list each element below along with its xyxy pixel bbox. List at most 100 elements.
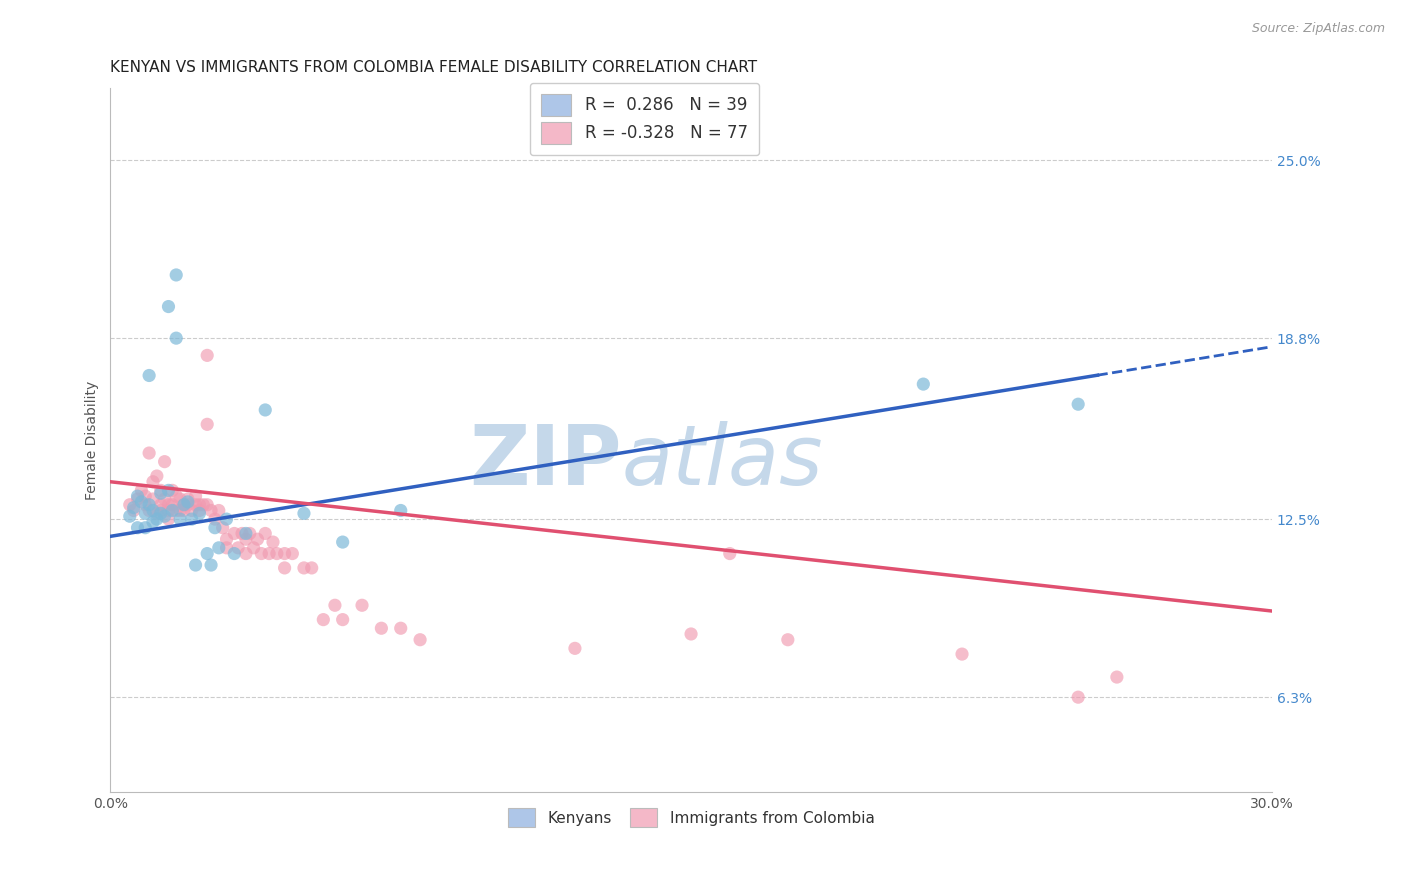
Point — [184, 489, 207, 503]
Point — [409, 632, 432, 647]
Point — [157, 300, 180, 314]
Point — [149, 503, 172, 517]
Point — [266, 547, 288, 561]
Point — [257, 547, 280, 561]
Point — [122, 500, 145, 515]
Point — [118, 498, 141, 512]
Point — [292, 507, 315, 521]
Point — [215, 532, 238, 546]
Point — [332, 613, 354, 627]
Point — [134, 521, 156, 535]
Point — [250, 547, 273, 561]
Point — [162, 498, 184, 512]
Point — [165, 268, 187, 282]
Point — [224, 526, 246, 541]
Point — [180, 503, 202, 517]
Point — [235, 532, 257, 546]
Point — [242, 541, 264, 555]
Point — [193, 498, 215, 512]
Point — [157, 503, 180, 517]
Point — [122, 503, 145, 517]
Point — [188, 498, 211, 512]
Point — [301, 561, 323, 575]
Point — [177, 491, 200, 506]
Point — [138, 368, 160, 383]
Point — [389, 503, 412, 517]
Point — [149, 486, 172, 500]
Point — [246, 532, 269, 546]
Point — [312, 613, 335, 627]
Point — [165, 331, 187, 345]
Point — [912, 377, 935, 392]
Point — [235, 526, 257, 541]
Point — [173, 498, 195, 512]
Point — [169, 503, 191, 517]
Point — [169, 491, 191, 506]
Point — [138, 498, 160, 512]
Point — [1105, 670, 1128, 684]
Point — [127, 489, 149, 503]
Point — [239, 526, 262, 541]
Point — [200, 503, 222, 517]
Point — [208, 541, 231, 555]
Point — [127, 521, 149, 535]
Text: Source: ZipAtlas.com: Source: ZipAtlas.com — [1251, 22, 1385, 36]
Point — [142, 475, 165, 489]
Point — [162, 483, 184, 498]
Point — [208, 503, 231, 517]
Point — [195, 348, 218, 362]
Point — [215, 512, 238, 526]
Point — [131, 483, 153, 498]
Point — [149, 483, 172, 498]
Point — [204, 512, 226, 526]
Y-axis label: Female Disability: Female Disability — [86, 381, 100, 500]
Point — [254, 403, 277, 417]
Text: ZIP: ZIP — [468, 421, 621, 501]
Text: atlas: atlas — [621, 421, 823, 501]
Point — [200, 558, 222, 572]
Point — [184, 498, 207, 512]
Point — [389, 621, 412, 635]
Point — [370, 621, 392, 635]
Point — [177, 498, 200, 512]
Point — [180, 512, 202, 526]
Point — [350, 599, 373, 613]
Point — [134, 498, 156, 512]
Point — [177, 495, 200, 509]
Point — [1067, 690, 1090, 705]
Point — [1067, 397, 1090, 411]
Point — [146, 507, 169, 521]
Point — [231, 526, 253, 541]
Point — [173, 503, 195, 517]
Point — [564, 641, 586, 656]
Point — [169, 512, 191, 526]
Point — [281, 547, 304, 561]
Point — [950, 647, 973, 661]
Point — [131, 495, 153, 509]
Point — [142, 491, 165, 506]
Point — [776, 632, 799, 647]
Point — [146, 512, 169, 526]
Point — [153, 491, 176, 506]
Point — [162, 503, 184, 517]
Point — [224, 547, 246, 561]
Point — [142, 503, 165, 517]
Point — [292, 561, 315, 575]
Point — [157, 498, 180, 512]
Point — [134, 507, 156, 521]
Point — [127, 491, 149, 506]
Point — [254, 526, 277, 541]
Point — [204, 521, 226, 535]
Point — [226, 541, 249, 555]
Point — [332, 535, 354, 549]
Point — [138, 503, 160, 517]
Point — [323, 599, 346, 613]
Point — [188, 503, 211, 517]
Point — [262, 535, 284, 549]
Point — [165, 489, 187, 503]
Point — [146, 469, 169, 483]
Text: KENYAN VS IMMIGRANTS FROM COLOMBIA FEMALE DISABILITY CORRELATION CHART: KENYAN VS IMMIGRANTS FROM COLOMBIA FEMAL… — [111, 60, 758, 75]
Point — [149, 507, 172, 521]
Point — [153, 509, 176, 524]
Point — [188, 507, 211, 521]
